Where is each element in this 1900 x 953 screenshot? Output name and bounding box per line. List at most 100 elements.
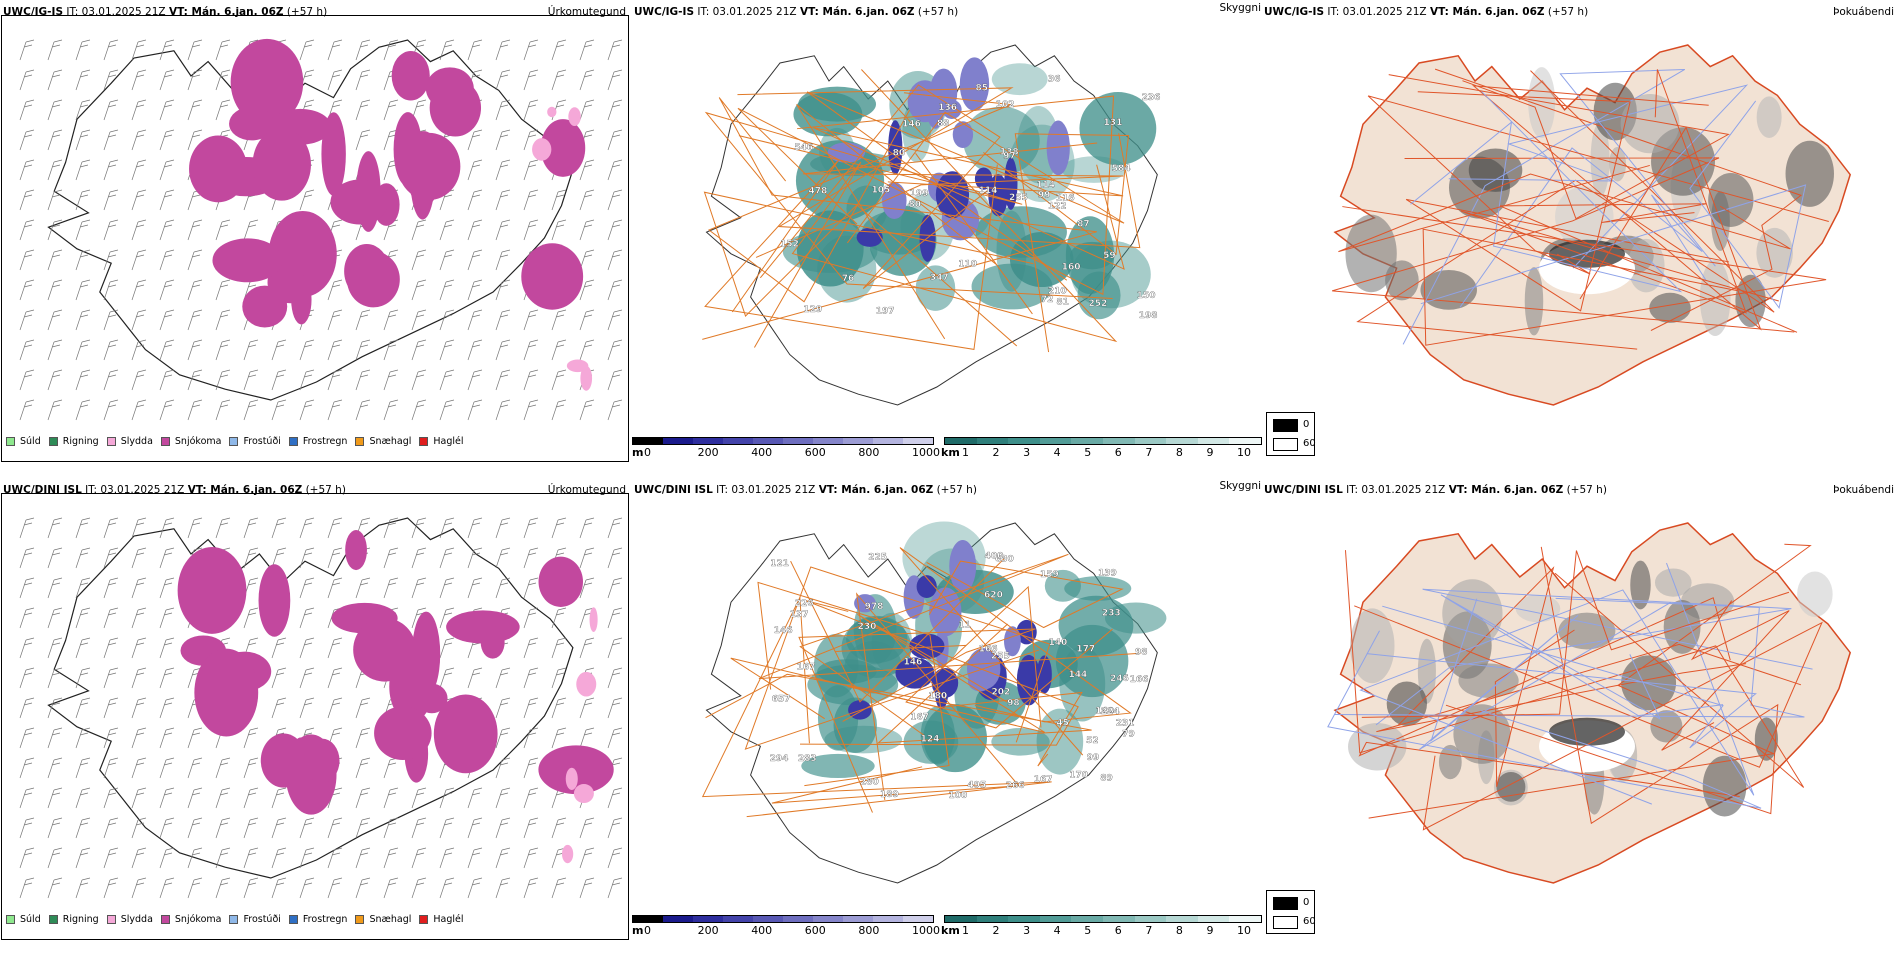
- wind-barb: [159, 577, 175, 599]
- ceiling-label: 80: [908, 200, 921, 210]
- colorbar-step: [1166, 916, 1198, 922]
- wind-barb: [103, 577, 119, 599]
- colorbar-step: [1071, 916, 1103, 922]
- wind-barb: [355, 877, 371, 899]
- ceiling-label: 116: [1056, 193, 1075, 203]
- wind-barb: [103, 309, 119, 331]
- colorbar-tick-label: 5: [1084, 446, 1092, 459]
- wind-barb: [47, 727, 63, 749]
- colorbar-tick-label: 8: [1175, 924, 1183, 937]
- wind-barb: [551, 39, 567, 61]
- lead-time: (+57 h): [283, 6, 328, 18]
- wind-barb: [439, 399, 455, 421]
- precip-legend-swatch: [355, 915, 365, 924]
- road: [1334, 597, 1805, 718]
- wind-barb: [607, 399, 623, 421]
- precip-legend-item: Snæhagl: [355, 914, 411, 925]
- wind-barb: [327, 369, 343, 391]
- ceiling-label: 99: [1087, 753, 1100, 763]
- wind-barb: [299, 817, 315, 839]
- wind-barb: [131, 697, 147, 719]
- colorbar-tick-label: 800: [858, 446, 880, 459]
- cloud-map: 255 72 87 99 105 131 114 114 138 110 146 80 59 85 80 15…: [702, 44, 1161, 406]
- panel-header: UWC/IG-IS IT: 03.01.2025 21Z VT: Mán. 6.…: [3, 6, 327, 18]
- wind-barb: [215, 39, 231, 61]
- precip-legend-item: Slydda: [106, 914, 153, 925]
- wind-barb: [159, 607, 175, 629]
- wind-barb: [159, 129, 175, 151]
- wind-barb: [75, 877, 91, 899]
- wind-barb: [607, 817, 623, 839]
- fog-legend-high: 0: [1303, 419, 1310, 430]
- colorbar-step: [1229, 916, 1261, 922]
- wind-barb: [355, 99, 371, 121]
- snowfall-area: [346, 251, 400, 308]
- road-network: [1327, 543, 1823, 831]
- wind-barb: [495, 667, 511, 689]
- wind-barb: [411, 339, 427, 361]
- snowfall-area: [212, 238, 283, 283]
- colorbar-tick-label: 400: [751, 446, 773, 459]
- wind-barb: [299, 697, 315, 719]
- wind-barb: [47, 399, 63, 421]
- ceiling-label: 99: [1038, 191, 1051, 201]
- wind-barb: [355, 817, 371, 839]
- fog-area: [1627, 238, 1665, 293]
- ceiling-label: 978: [865, 602, 884, 612]
- precip-legend-label: Haglél: [433, 914, 464, 925]
- wind-barb: [299, 39, 315, 61]
- wind-barb: [355, 369, 371, 391]
- road: [744, 566, 1051, 750]
- wind-barb: [523, 159, 539, 181]
- wind-barb: [467, 787, 483, 809]
- wind-barb: [159, 547, 175, 569]
- wind-barb: [47, 339, 63, 361]
- wind-barb: [495, 369, 511, 391]
- precip-legend-swatch: [229, 437, 239, 446]
- wind-barb: [467, 219, 483, 241]
- sleet-area: [532, 138, 552, 161]
- wind-barb: [411, 877, 427, 899]
- ceiling-labels: 180 124 140 98 144 620 159 52 11 146 89 139 140 230 29…: [769, 551, 1148, 801]
- wind-barb: [439, 339, 455, 361]
- ceiling-label: 210: [1048, 287, 1067, 297]
- colorbar-tick-label: 3: [1023, 446, 1031, 459]
- snowfall-area: [291, 274, 312, 325]
- wind-barb: [271, 697, 287, 719]
- colorbar-tick-label: 2: [992, 924, 1000, 937]
- visibility-colorbar: [944, 915, 1262, 923]
- precip-legend-item: Frostregn: [288, 914, 347, 925]
- wind-barb: [215, 309, 231, 331]
- ceiling-label: 98: [1007, 699, 1020, 709]
- wind-barb: [47, 667, 63, 689]
- wind-barb: [467, 877, 483, 899]
- ceiling-label: 170: [1069, 771, 1088, 781]
- ceiling-colorbar: [632, 437, 934, 445]
- visibility-area: [1044, 569, 1082, 602]
- model-name: UWC/IG-IS: [3, 6, 64, 18]
- colorbar-tick-label: 10: [1237, 924, 1251, 937]
- wind-barb: [411, 517, 427, 539]
- wind-barb: [131, 249, 147, 271]
- wind-barb: [607, 877, 623, 899]
- fog-area: [1468, 148, 1523, 192]
- wind-barb: [467, 249, 483, 271]
- fog-area: [1756, 96, 1782, 139]
- wind-barb: [75, 607, 91, 629]
- wind-barb: [187, 279, 203, 301]
- ceiling-label: 347: [930, 273, 949, 283]
- wind-barb: [19, 757, 35, 779]
- wind-barb: [327, 69, 343, 91]
- wind-barb: [607, 159, 623, 181]
- colorbar-step: [1134, 916, 1167, 922]
- model-name: UWC/DINI ISL: [3, 484, 82, 496]
- ceiling-area: [949, 540, 977, 593]
- wind-barb: [411, 279, 427, 301]
- wind-barb: [467, 309, 483, 331]
- fog-legend-high: 0: [1303, 897, 1310, 908]
- wind-barb: [215, 517, 231, 539]
- visibility-area: [1065, 216, 1115, 295]
- wind-barb: [215, 339, 231, 361]
- wind-barb: [383, 399, 399, 421]
- wind-barb: [327, 339, 343, 361]
